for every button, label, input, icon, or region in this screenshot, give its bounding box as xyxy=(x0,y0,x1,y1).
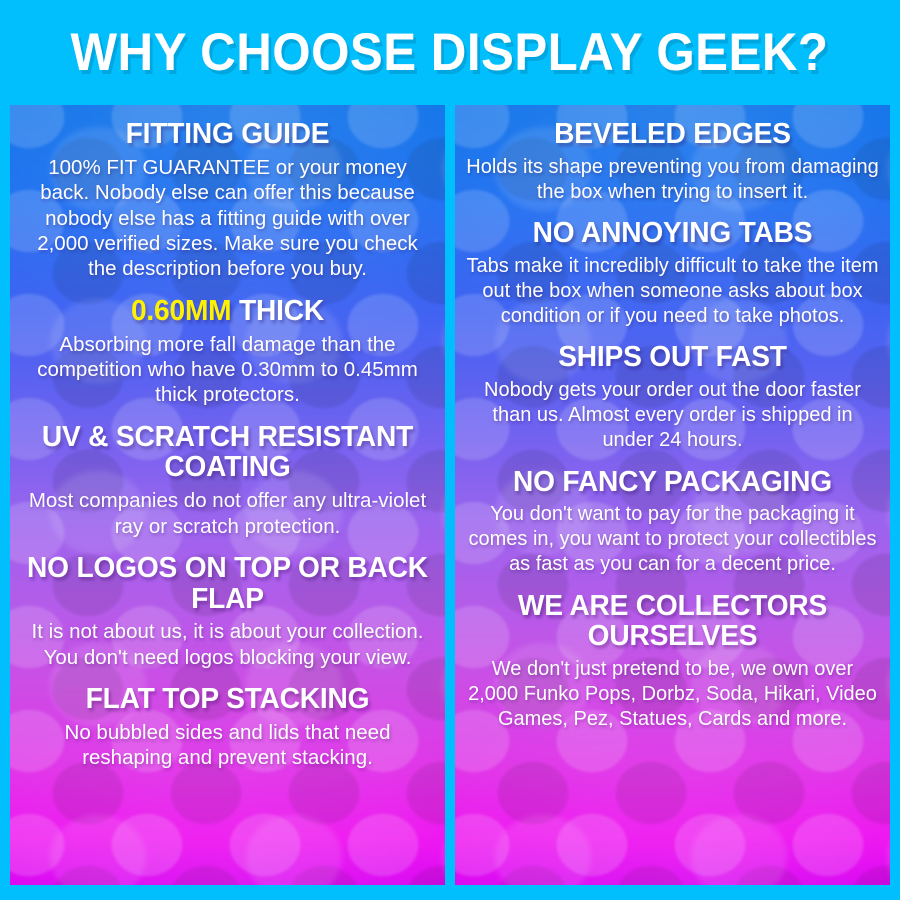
feature-title: FITTING GUIDE xyxy=(125,118,330,150)
feature-fitting-guide: FITTING GUIDE 100% FIT GUARANTEE or your… xyxy=(18,119,437,282)
feature-thickness: 0.60MM THICK Absorbing more fall damage … xyxy=(18,294,437,408)
right-feature-panel: BEVELED EDGES Holds its shape preventing… xyxy=(455,105,890,885)
feature-body: No bubbled sides and lids that need resh… xyxy=(64,721,391,770)
thickness-highlight: 0.60MM xyxy=(130,294,232,327)
feature-ships-out-fast: SHIPS OUT FAST Nobody gets your order ou… xyxy=(463,342,882,452)
feature-body: We don't just pretend to be, we own over… xyxy=(468,658,877,730)
feature-no-annoying-tabs: NO ANNOYING TABS Tabs make it incredibly… xyxy=(463,218,882,328)
feature-body: Tabs make it incredibly difficult to tak… xyxy=(466,255,879,327)
feature-title: UV & SCRATCH RESISTANT COATING xyxy=(41,420,414,484)
feature-title: NO LOGOS ON TOP OR BACK FLAP xyxy=(27,552,428,615)
page-title: WHY CHOOSE DISPLAY GEEK? xyxy=(71,23,829,82)
feature-uv-scratch-coating: UV & SCRATCH RESISTANT COATING Most comp… xyxy=(18,420,437,539)
feature-body: 100% FIT GUARANTEE or your money back. N… xyxy=(37,155,418,281)
feature-we-are-collectors: WE ARE COLLECTORS OURSELVES We don't jus… xyxy=(463,589,882,732)
thickness-rest: THICK xyxy=(231,294,325,327)
feature-title: SHIPS OUT FAST xyxy=(558,341,787,374)
feature-body: Holds its shape preventing you from dama… xyxy=(466,155,879,203)
header-banner: WHY CHOOSE DISPLAY GEEK? xyxy=(0,0,900,105)
feature-no-fancy-packaging: NO FANCY PACKAGING You don't want to pay… xyxy=(463,465,882,577)
feature-columns: FITTING GUIDE 100% FIT GUARANTEE or your… xyxy=(10,105,890,885)
feature-flat-top-stacking: FLAT TOP STACKING No bubbled sides and l… xyxy=(18,684,437,771)
feature-title: NO FANCY PACKAGING xyxy=(512,465,832,498)
feature-title: NO ANNOYING TABS xyxy=(532,217,813,250)
feature-title: 0.60MM THICK xyxy=(24,294,430,327)
feature-body: It is not about us, it is about your col… xyxy=(31,620,424,669)
feature-no-logos: NO LOGOS ON TOP OR BACK FLAP It is not a… xyxy=(18,553,437,670)
feature-title: WE ARE COLLECTORS OURSELVES xyxy=(517,589,828,653)
feature-title: BEVELED EDGES xyxy=(554,118,791,150)
left-feature-panel: FITTING GUIDE 100% FIT GUARANTEE or your… xyxy=(10,105,445,885)
feature-body: Most companies do not offer any ultra-vi… xyxy=(28,489,427,538)
feature-body: You don't want to pay for the packaging … xyxy=(468,503,877,575)
feature-body: Nobody gets your order out the door fast… xyxy=(484,379,861,451)
feature-title: FLAT TOP STACKING xyxy=(85,683,370,716)
feature-beveled-edges: BEVELED EDGES Holds its shape preventing… xyxy=(463,119,882,204)
feature-body: Absorbing more fall damage than the comp… xyxy=(37,332,418,407)
